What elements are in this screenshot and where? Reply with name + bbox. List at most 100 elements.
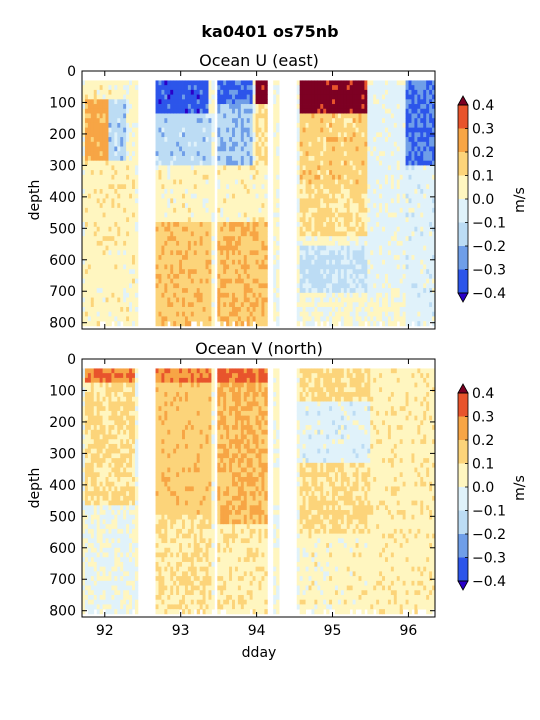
heatmap-cell (120, 269, 124, 275)
heatmap-cell (126, 174, 130, 180)
heatmap-cell (220, 278, 224, 284)
heatmap-cell (355, 245, 359, 251)
heatmap-cell (346, 160, 351, 166)
heatmap-cell (126, 311, 130, 317)
heatmap-cell (176, 132, 180, 138)
heatmap-cell (373, 245, 377, 251)
heatmap-cell (255, 231, 259, 237)
heatmap-cell (264, 288, 268, 294)
heatmap-cell (208, 226, 212, 232)
heatmap-cell (132, 141, 136, 147)
heatmap-cell (373, 273, 377, 280)
heatmap-cell (232, 137, 236, 143)
heatmap-cell (373, 212, 377, 218)
heatmap-cell (405, 283, 409, 289)
heatmap-cell (361, 269, 365, 275)
heatmap-cell (170, 113, 174, 119)
heatmap-cell (240, 184, 245, 190)
heatmap-cell (246, 259, 251, 265)
heatmap-cell (161, 127, 165, 133)
heatmap-cell (332, 297, 336, 303)
heatmap-cell (314, 89, 318, 95)
heatmap-cell (405, 80, 409, 86)
heatmap-cell (96, 85, 101, 91)
heatmap-cell (202, 283, 206, 289)
heatmap-cell (382, 137, 386, 143)
heatmap-cell (155, 165, 159, 171)
heatmap-cell (226, 217, 230, 223)
heatmap-cell (305, 113, 309, 119)
heatmap-cell (82, 89, 86, 95)
heatmap-cell (296, 302, 301, 308)
heatmap-cell (193, 273, 198, 280)
heatmap-cell (302, 146, 306, 152)
heatmap-cell (90, 236, 95, 242)
heatmap-cell (258, 255, 262, 261)
heatmap-cell (199, 160, 204, 166)
heatmap-cell (234, 255, 239, 261)
heatmap-cell (223, 288, 227, 294)
heatmap-cell (202, 184, 206, 190)
heatmap-cell (237, 174, 242, 180)
heatmap-cell (249, 203, 254, 209)
heatmap-cell (170, 278, 174, 284)
heatmap-cell (234, 137, 239, 143)
heatmap-cell (123, 94, 127, 100)
heatmap-cell (352, 160, 356, 166)
heatmap-cell (334, 240, 339, 247)
heatmap-cell (405, 174, 409, 180)
heatmap-cell (105, 193, 109, 199)
heatmap-cell (202, 207, 206, 213)
heatmap-cell (305, 255, 309, 261)
heatmap-cell (199, 89, 204, 95)
heatmap-cell (237, 193, 242, 199)
heatmap-cell (320, 311, 324, 317)
heatmap-cell (402, 89, 406, 95)
heatmap-cell (193, 127, 198, 133)
heatmap-cell (84, 179, 89, 185)
heatmap-cell (364, 155, 368, 162)
heatmap-cell (223, 306, 227, 313)
heatmap-cell (184, 184, 189, 190)
heatmap-cell (158, 316, 162, 322)
heatmap-cell (346, 259, 351, 265)
heatmap-cell (320, 122, 324, 129)
heatmap-cell (326, 132, 330, 138)
heatmap-cell (343, 184, 348, 190)
heatmap-cell (308, 273, 312, 280)
heatmap-cell (123, 203, 127, 209)
heatmap-cell (320, 165, 324, 171)
heatmap-cell (399, 273, 404, 280)
heatmap-cell (246, 278, 251, 284)
heatmap-cell (211, 104, 215, 110)
heatmap-cell (337, 302, 342, 308)
heatmap-cell (223, 127, 227, 133)
heatmap-cell (264, 222, 268, 228)
heatmap-cell (232, 203, 236, 209)
heatmap-cell (367, 155, 371, 162)
heatmap-cell (90, 302, 95, 308)
heatmap-cell (326, 316, 330, 322)
heatmap-cell (264, 132, 268, 138)
heatmap-cell (308, 269, 312, 275)
heatmap-cell (299, 222, 304, 228)
heatmap-cell (396, 297, 401, 303)
heatmap-cell (379, 94, 383, 100)
heatmap-cell (320, 179, 324, 185)
heatmap-cell (223, 259, 227, 265)
heatmap-cell (387, 207, 392, 213)
heatmap-cell (173, 155, 177, 162)
heatmap-cell (367, 141, 371, 147)
heatmap-cell (361, 264, 365, 270)
heatmap-cell (96, 137, 101, 143)
heatmap-cell (96, 288, 101, 294)
heatmap-cell (123, 127, 127, 133)
heatmap-cell (211, 89, 215, 95)
heatmap-cell (296, 146, 301, 152)
heatmap-cell (84, 94, 89, 100)
heatmap-cell (305, 85, 309, 91)
heatmap-cell (326, 226, 330, 232)
heatmap-cell (399, 188, 404, 195)
heatmap-cell (173, 203, 177, 209)
heatmap-cell (167, 146, 171, 152)
